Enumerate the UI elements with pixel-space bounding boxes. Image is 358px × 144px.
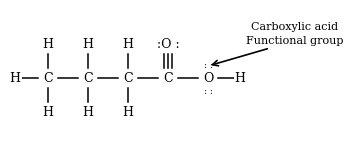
Text: :O :: :O : [157,37,179,51]
Text: H: H [43,37,53,51]
Text: : :: : : [204,60,212,70]
Text: C: C [123,72,133,85]
Text: Carboxylic acid
Functional group: Carboxylic acid Functional group [246,22,344,46]
Text: C: C [163,72,173,85]
Text: C: C [43,72,53,85]
Text: H: H [122,106,134,119]
Text: C: C [83,72,93,85]
Text: H: H [82,106,93,119]
Text: H: H [234,72,246,85]
Text: H: H [82,37,93,51]
Text: O: O [203,72,213,85]
Text: : :: : : [204,87,212,95]
Text: H: H [122,37,134,51]
Text: H: H [10,72,20,85]
Text: H: H [43,106,53,119]
